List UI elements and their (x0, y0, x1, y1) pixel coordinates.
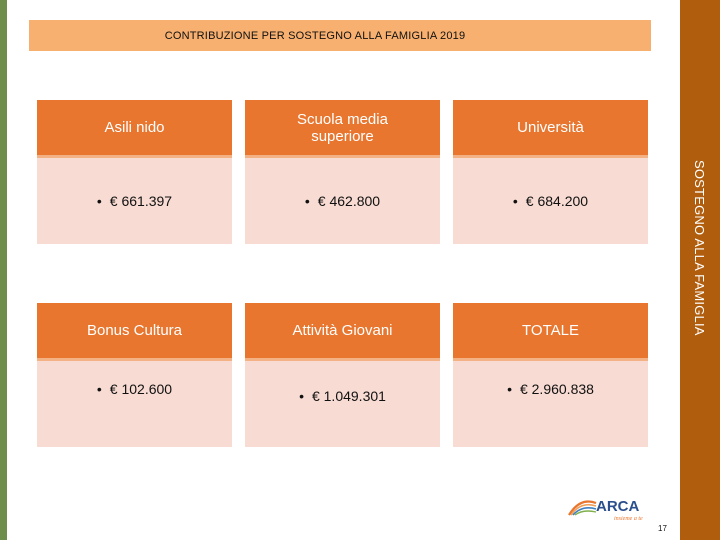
bullet-icon: • (512, 193, 518, 209)
card-value: € 462.800 (317, 193, 381, 209)
bullet-icon: • (96, 193, 102, 209)
card-body: • € 661.397 (37, 158, 232, 244)
logo-text: ARCA (596, 498, 639, 515)
card-asili-nido: Asili nido • € 661.397 (37, 100, 232, 244)
card-body: • € 2.960.838 (453, 361, 648, 447)
title-banner: CONTRIBUZIONE PER SOSTEGNO ALLA FAMIGLIA… (29, 20, 651, 51)
card-body: • € 462.800 (245, 158, 440, 244)
card-value: € 1.049.301 (311, 388, 386, 404)
card-header: Asili nido (37, 100, 232, 158)
card-body: • € 102.600 (37, 361, 232, 447)
page-number: 17 (658, 524, 667, 533)
bullet-icon: • (304, 193, 310, 209)
bullet-icon: • (299, 388, 304, 404)
card-bonus-cultura: Bonus Cultura • € 102.600 (37, 303, 232, 447)
card-totale: TOTALE • € 2.960.838 (453, 303, 648, 447)
card-value: € 102.600 (109, 381, 173, 397)
card-attivita-giovani: Attività Giovani • € 1.049.301 (245, 303, 440, 447)
arca-logo-icon: ARCA insieme a te (568, 498, 643, 522)
card-value: € 661.397 (109, 193, 173, 209)
card-header: Attività Giovani (245, 303, 440, 361)
left-accent-strip (0, 0, 7, 540)
card-scuola-media: Scuola media superiore • € 462.800 (245, 100, 440, 244)
side-section-label: SOSTEGNO ALLA FAMIGLIA (692, 160, 707, 336)
card-universita: Università • € 684.200 (453, 100, 648, 244)
page-title: CONTRIBUZIONE PER SOSTEGNO ALLA FAMIGLIA… (164, 29, 466, 42)
card-value: € 2.960.838 (519, 381, 594, 397)
arca-logo: ARCA insieme a te (566, 493, 666, 525)
card-value: € 684.200 (525, 193, 589, 209)
card-body: • € 684.200 (453, 158, 648, 244)
card-header: TOTALE (453, 303, 648, 361)
card-header: Università (453, 100, 648, 158)
bullet-icon: • (96, 381, 102, 397)
logo-tagline: insieme a te (614, 516, 643, 522)
right-side-bar (680, 0, 720, 540)
card-body: • € 1.049.301 (245, 361, 440, 447)
bullet-icon: • (507, 381, 512, 397)
card-header: Scuola media superiore (245, 100, 440, 158)
card-header: Bonus Cultura (37, 303, 232, 361)
